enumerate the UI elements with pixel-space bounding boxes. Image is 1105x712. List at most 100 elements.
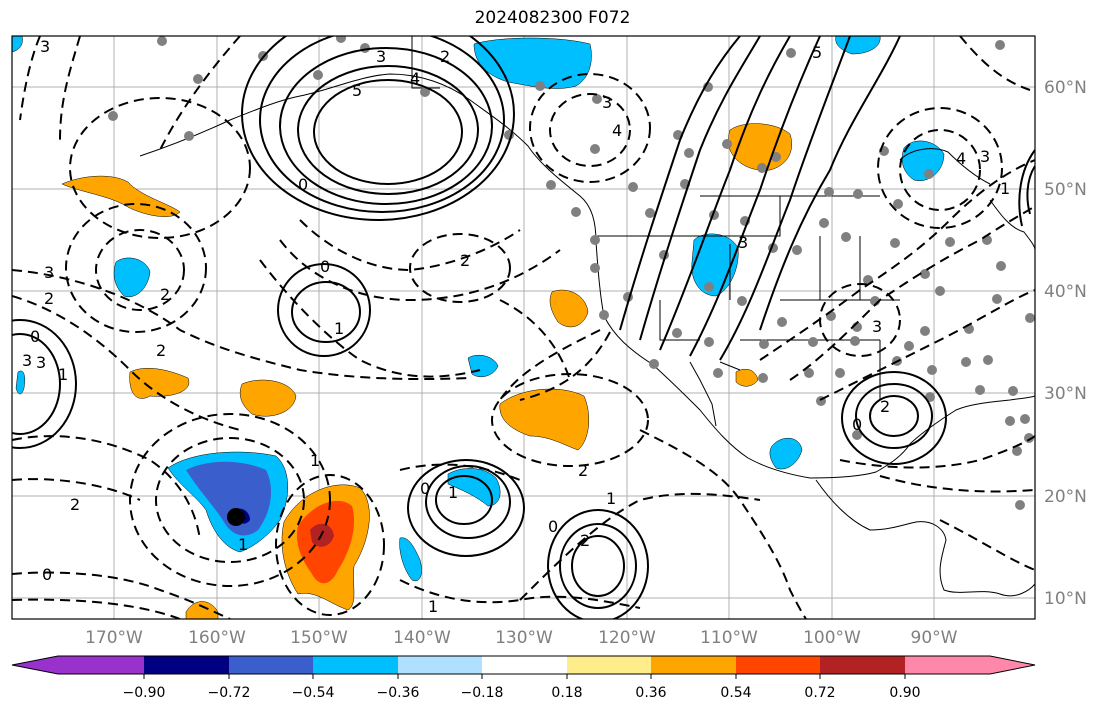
positive-anomaly	[129, 368, 190, 399]
contour-label: 2	[880, 397, 890, 416]
lat-label: 30°N	[1044, 384, 1087, 404]
contour-label: 0	[298, 175, 308, 194]
contour-label: 2	[440, 47, 450, 66]
contour-label: 0	[30, 327, 40, 346]
colorbar-segment	[905, 656, 990, 674]
contour-label: 0	[320, 257, 330, 276]
map-title: 2024082300 F072	[474, 8, 631, 28]
contour-label: 4	[612, 121, 622, 140]
colorbar-segment	[482, 656, 567, 674]
contour-label: 4	[410, 69, 420, 88]
solid-contours	[12, 36, 1035, 619]
lon-label: 160°W	[188, 628, 246, 648]
colorbar-tick-label: −0.72	[208, 685, 251, 701]
contour-label: 3	[872, 317, 882, 336]
positive-anomaly	[735, 369, 759, 387]
longitude-labels: 170°W 160°W 150°W 140°W 130°W 120°W 110°…	[85, 628, 958, 648]
colorbar-tick-label: −0.18	[461, 685, 504, 701]
contour-label: 5	[812, 43, 822, 62]
contour-label: 3	[44, 263, 54, 282]
lon-label: 90°W	[911, 628, 958, 648]
positive-anomaly	[61, 175, 181, 217]
contour-label: 1	[58, 365, 68, 384]
colorbar-segment	[144, 656, 229, 674]
positive-anomaly	[549, 289, 589, 328]
lon-label: 110°W	[700, 628, 758, 648]
negative-anomaly	[399, 537, 422, 582]
colorbar-tick-label: 0.72	[804, 685, 835, 701]
colorbar-segment	[820, 656, 905, 674]
lon-label: 170°W	[85, 628, 143, 648]
contour-label: 0	[42, 565, 52, 584]
contour-label: 0	[548, 517, 558, 536]
plot-frame	[11, 35, 1036, 620]
lat-label: 20°N	[1044, 487, 1087, 507]
strong-negative-anomaly	[186, 461, 272, 536]
colorbar-segment	[313, 656, 398, 674]
lon-label: 140°W	[393, 628, 451, 648]
lon-label: 100°W	[803, 628, 861, 648]
lat-label: 50°N	[1044, 180, 1087, 200]
colorbar-segment	[229, 656, 313, 674]
colorbar-segment	[58, 656, 144, 674]
contour-label: 3	[602, 93, 612, 112]
lat-label: 10°N	[1044, 589, 1087, 609]
colorbar-tick-label: −0.90	[123, 685, 166, 701]
colorbar-tick-label: 0.36	[635, 685, 666, 701]
lon-label: 120°W	[598, 628, 656, 648]
contour-label: 4	[956, 149, 966, 168]
contour-label: 1	[238, 535, 248, 554]
colorbar-tick-label: 0.54	[720, 685, 751, 701]
contour-label: 3	[980, 147, 990, 166]
contour-label: 1	[310, 451, 320, 470]
latitude-labels: 60°N 50°N 40°N 30°N 20°N 10°N	[1044, 78, 1087, 609]
negative-anomaly	[15, 370, 25, 395]
colorbar: −0.90 −0.72 −0.54 −0.36 −0.18 0.18 0.36 …	[11, 655, 1036, 701]
colorbar-segment	[990, 656, 1035, 674]
hawaii-marker	[227, 508, 245, 526]
negative-anomaly	[473, 37, 592, 89]
contour-label: 1	[334, 319, 344, 338]
shaded-fields	[12, 36, 945, 619]
contour-label: 5	[352, 81, 362, 100]
lat-label: 60°N	[1044, 78, 1087, 98]
negative-anomaly	[835, 36, 881, 55]
colorbar-segment	[567, 656, 651, 674]
contour-label: 2	[578, 461, 588, 480]
negative-anomaly	[447, 468, 501, 507]
colorbar-segment	[736, 656, 820, 674]
contour-label: 2	[580, 531, 590, 550]
colorbar-segment	[12, 656, 58, 674]
contour-label: 1	[1000, 179, 1010, 198]
colorbar-segment	[398, 656, 482, 674]
colorbar-tick-label: 0.18	[551, 685, 582, 701]
contour-label: 1	[448, 483, 458, 502]
contour-label: 3	[376, 47, 386, 66]
contour-label: 3	[738, 233, 748, 252]
lon-label: 150°W	[290, 628, 348, 648]
contour-label: 2	[156, 341, 166, 360]
contour-label: 2	[160, 285, 170, 304]
contour-label: 0	[420, 479, 430, 498]
positive-anomaly	[239, 379, 297, 417]
contour-label: 0	[852, 415, 862, 434]
contour-label: 2	[44, 289, 54, 308]
colorbar-tick-label: −0.36	[377, 685, 420, 701]
negative-anomaly	[691, 233, 739, 297]
contour-label: 3	[40, 37, 50, 56]
colorbar-tick-label: 0.90	[889, 685, 920, 701]
negative-anomaly	[769, 438, 803, 470]
colorbar-tick-label: −0.54	[292, 685, 335, 701]
contour-label: 2	[460, 251, 470, 270]
negative-anomaly	[901, 140, 945, 182]
negative-anomaly	[113, 257, 151, 298]
contour-label: 1	[428, 597, 438, 616]
colorbar-segment	[651, 656, 736, 674]
contour-labels: 3 5 2 4 3 4 3 3 5 4 3 1 0 3 2 0 1 2 2 3 …	[22, 37, 1010, 616]
positive-anomaly	[185, 601, 219, 619]
contour-label: 3	[22, 351, 32, 370]
contour-label: 1	[606, 489, 616, 508]
station-markers	[108, 36, 1035, 510]
contour-label: 3	[36, 353, 46, 372]
